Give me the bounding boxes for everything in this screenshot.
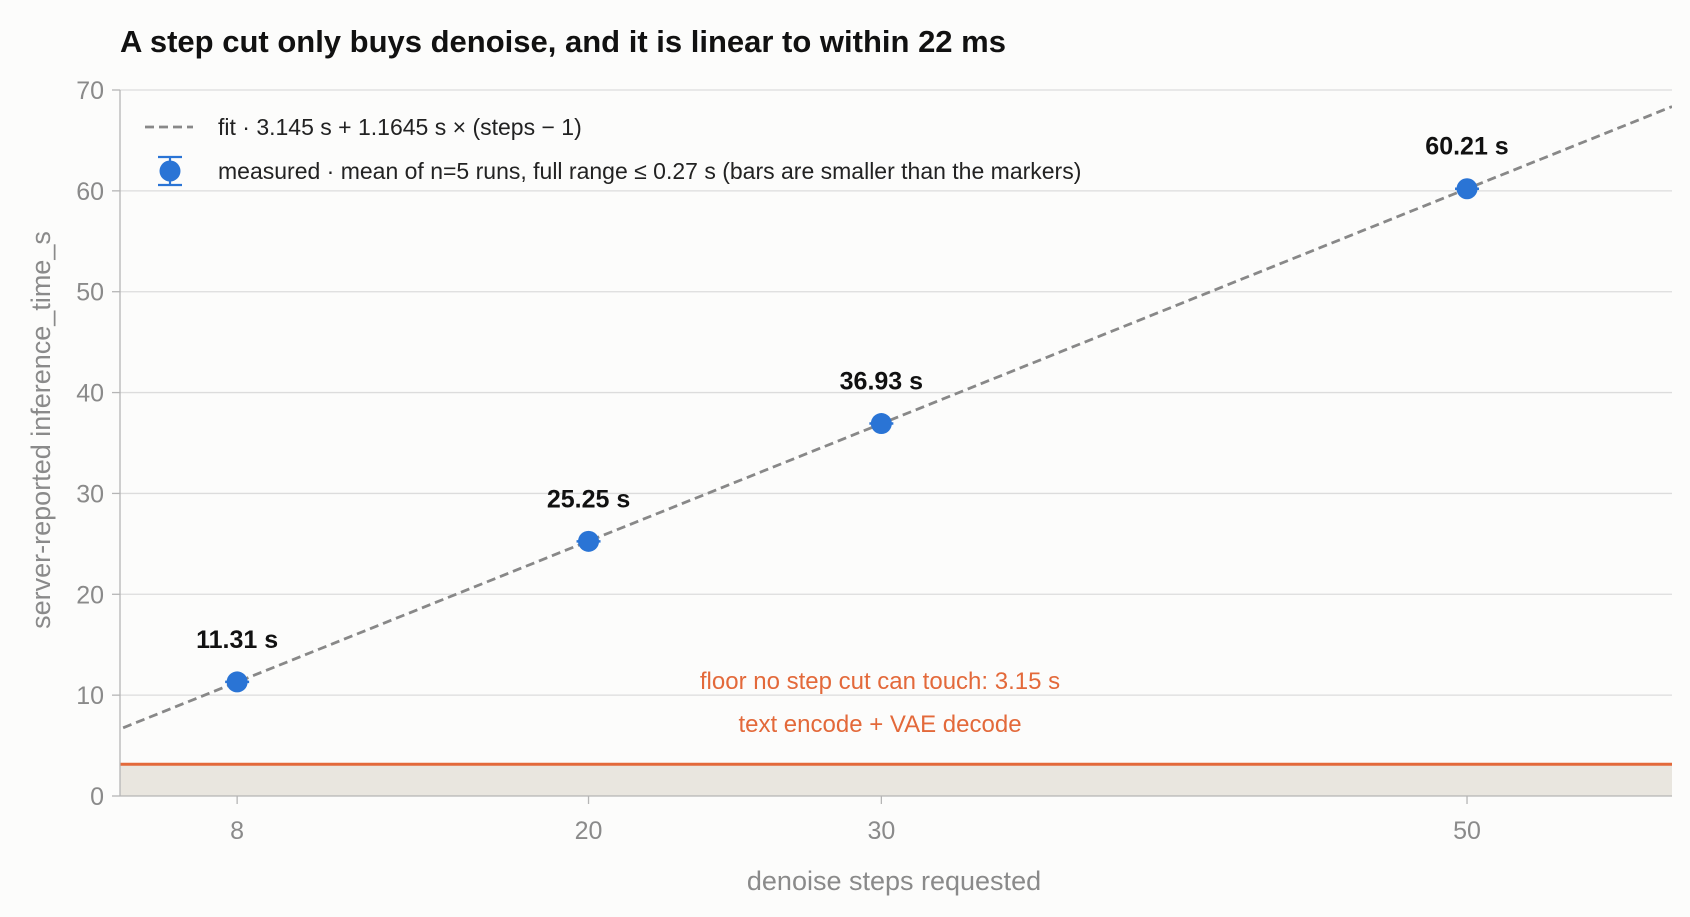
floor-annotation-line2: text encode + VAE decode — [738, 711, 1021, 738]
legend-measured-label: measured · mean of n=5 runs, full range … — [218, 158, 1081, 184]
data-point-1 — [578, 530, 600, 552]
legend-fit-label: fit · 3.145 s + 1.1645 s × (steps − 1) — [218, 114, 582, 140]
data-label-2: 36.93 s — [840, 368, 923, 396]
y-tick-label-60: 60 — [76, 178, 104, 206]
floor-band — [120, 764, 1672, 796]
data-point-3 — [1456, 178, 1478, 200]
y-tick-label-0: 0 — [90, 783, 104, 811]
legend-measured-marker — [159, 160, 181, 182]
data-point-2 — [870, 413, 892, 435]
data-label-3: 60.21 s — [1425, 133, 1508, 161]
y-tick-label-20: 20 — [76, 581, 104, 609]
y-tick-label-40: 40 — [76, 380, 104, 408]
data-label-0: 11.31 s — [196, 626, 278, 654]
x-tick-label-30: 30 — [867, 817, 895, 845]
x-tick-label-50: 50 — [1453, 817, 1481, 845]
data-label-1: 25.25 s — [547, 485, 630, 513]
y-axis-label: server-reported inference_time_s — [26, 231, 56, 629]
x-tick-label-8: 8 — [230, 817, 244, 845]
x-tick-label-20: 20 — [575, 817, 603, 845]
floor-annotation-line1: floor no step cut can touch: 3.15 s — [700, 668, 1060, 695]
fit-line — [120, 105, 1672, 731]
chart-title: A step cut only buys denoise, and it is … — [120, 24, 1006, 59]
data-point-0 — [226, 671, 248, 693]
y-tick-label-30: 30 — [76, 480, 104, 508]
y-tick-label-10: 10 — [76, 682, 104, 710]
y-tick-label-70: 70 — [76, 77, 104, 105]
x-axis-label: denoise steps requested — [747, 866, 1041, 896]
y-tick-label-50: 50 — [76, 279, 104, 307]
